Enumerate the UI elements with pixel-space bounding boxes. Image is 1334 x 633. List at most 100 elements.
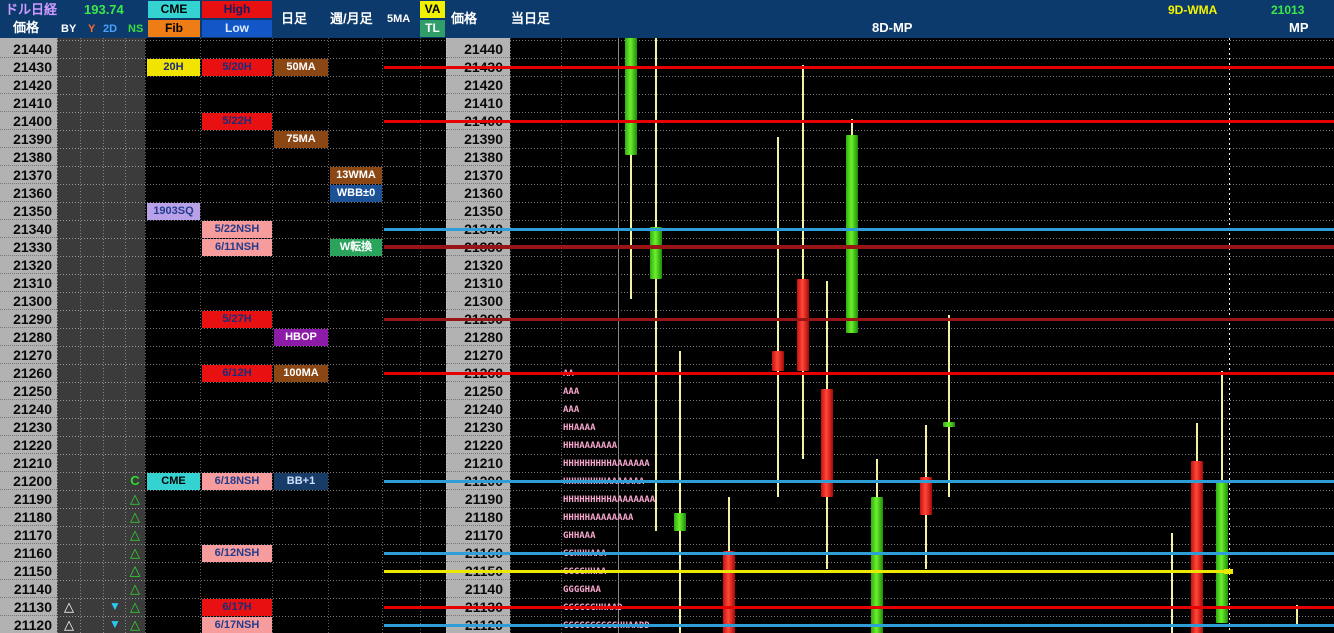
grid-line-horizontal bbox=[510, 184, 1334, 185]
grid-line-horizontal bbox=[57, 130, 446, 131]
grid-line-horizontal bbox=[510, 598, 1334, 599]
grid-line-horizontal bbox=[57, 166, 446, 167]
price-label: 21210 bbox=[0, 454, 57, 472]
grid-line-horizontal bbox=[57, 382, 446, 383]
candle-wick bbox=[630, 34, 632, 300]
level-label: 6/17NSH bbox=[202, 617, 272, 633]
level-label: 6/18NSH bbox=[202, 473, 272, 490]
price-label: 21400 bbox=[0, 112, 57, 130]
price-label: 21220 bbox=[0, 436, 57, 454]
level-label: 13WMA bbox=[330, 167, 382, 184]
grid-line-horizontal bbox=[57, 40, 446, 41]
va-toggle-button[interactable]: VA bbox=[420, 1, 445, 18]
price-label: 21310 bbox=[446, 274, 510, 292]
price-level-line bbox=[384, 551, 1334, 555]
price-label: 21220 bbox=[446, 436, 510, 454]
high-toggle-button[interactable]: High bbox=[202, 1, 272, 18]
grid-line-vertical bbox=[57, 38, 58, 633]
grid-line-horizontal bbox=[57, 580, 446, 581]
price-label: 21270 bbox=[0, 346, 57, 364]
grid-line-horizontal bbox=[510, 364, 1334, 365]
candle bbox=[797, 279, 809, 372]
price-label: 21250 bbox=[0, 382, 57, 400]
grid-line-horizontal bbox=[57, 274, 446, 275]
y-column-header: Y bbox=[88, 23, 96, 35]
signal-triangle: △ bbox=[130, 581, 140, 596]
grid-line-horizontal bbox=[510, 328, 1334, 329]
grid-line-horizontal bbox=[510, 562, 1334, 563]
price-label: 21370 bbox=[0, 166, 57, 184]
grid-line-vertical bbox=[125, 38, 126, 633]
grid-line-horizontal bbox=[57, 472, 446, 473]
signal-triangle: △ bbox=[130, 527, 140, 542]
mp-letters-row: AAA bbox=[563, 405, 580, 415]
level-label: 100MA bbox=[274, 365, 328, 382]
signal-triangle: △ bbox=[130, 509, 140, 524]
grid-line-horizontal bbox=[510, 220, 1334, 221]
price-level-line bbox=[384, 119, 1334, 123]
grid-line-horizontal bbox=[510, 130, 1334, 131]
grid-line-horizontal bbox=[57, 112, 446, 113]
instrument-title: ドル日経 bbox=[5, 2, 58, 17]
candle bbox=[650, 227, 662, 280]
candle bbox=[920, 477, 932, 516]
price-label: 21410 bbox=[446, 94, 510, 112]
price-label: 21440 bbox=[446, 40, 510, 58]
grid-line-vertical bbox=[145, 38, 146, 633]
grid-line-horizontal bbox=[510, 148, 1334, 149]
mp-letters-row: AAA bbox=[563, 387, 580, 397]
d2-column-header: 2D bbox=[103, 23, 118, 35]
price-label: 21370 bbox=[446, 166, 510, 184]
usdjpy-value: 193.74 bbox=[84, 2, 124, 17]
price-label: 21320 bbox=[0, 256, 57, 274]
grid-line-horizontal bbox=[57, 184, 446, 185]
price-column-mid bbox=[446, 38, 510, 633]
candle bbox=[821, 389, 833, 498]
price-level-line bbox=[384, 605, 1334, 609]
tl-toggle-button[interactable]: TL bbox=[420, 20, 445, 37]
level-label: HBOP bbox=[274, 329, 328, 346]
grid-line-horizontal bbox=[57, 310, 446, 311]
price-label: 21340 bbox=[0, 220, 57, 238]
price-label: 21150 bbox=[0, 562, 57, 580]
candle bbox=[846, 135, 858, 334]
level-label: W転換 bbox=[330, 239, 382, 256]
mp-letters-row: HHHAAAAAAA bbox=[563, 441, 618, 451]
session-separator-line bbox=[1229, 38, 1230, 633]
grid-line-horizontal bbox=[510, 76, 1334, 77]
price-label: 21380 bbox=[0, 148, 57, 166]
price-level-line bbox=[384, 371, 1334, 375]
grid-line-vertical bbox=[103, 38, 104, 633]
price-level-line bbox=[384, 479, 1334, 483]
price-label: 21260 bbox=[0, 364, 57, 382]
low-toggle-button[interactable]: Low bbox=[202, 20, 272, 37]
wma-9d-label: 9D-WMA bbox=[1168, 3, 1218, 17]
by-column-header: BY bbox=[61, 23, 77, 35]
level-label: 6/17H bbox=[202, 599, 272, 616]
level-label: 20H bbox=[147, 59, 200, 76]
price-label: 21180 bbox=[446, 508, 510, 526]
mp-letters-row: HHHHHHHHHAAAAAAAA bbox=[563, 495, 656, 505]
candle-wick bbox=[948, 315, 950, 498]
grid-line-horizontal bbox=[510, 40, 1334, 41]
grid-line-horizontal bbox=[510, 238, 1334, 239]
grid-line-horizontal bbox=[57, 598, 446, 599]
header-bar: ドル日経 193.74 CME High Fib Low 日足 週/月足 5MA… bbox=[0, 0, 1334, 38]
grid-line-horizontal bbox=[57, 400, 446, 401]
mp-letters-row: HHAAAA bbox=[563, 423, 596, 433]
price-column-left bbox=[0, 38, 57, 633]
price-label: 21190 bbox=[446, 490, 510, 508]
fib-toggle-button[interactable]: Fib bbox=[148, 20, 200, 37]
price-label: 21390 bbox=[0, 130, 57, 148]
level-label: CME bbox=[147, 473, 200, 490]
grid-line-horizontal bbox=[510, 616, 1334, 617]
cme-toggle-button[interactable]: CME bbox=[148, 1, 200, 18]
grid-line-horizontal bbox=[510, 436, 1334, 437]
grid-line-horizontal bbox=[510, 400, 1334, 401]
candle bbox=[772, 351, 784, 372]
level-label: WBB±0 bbox=[330, 185, 382, 202]
grid-line-vertical bbox=[328, 38, 329, 633]
grid-line-horizontal bbox=[510, 58, 1334, 59]
grid-line-vertical bbox=[446, 38, 447, 633]
